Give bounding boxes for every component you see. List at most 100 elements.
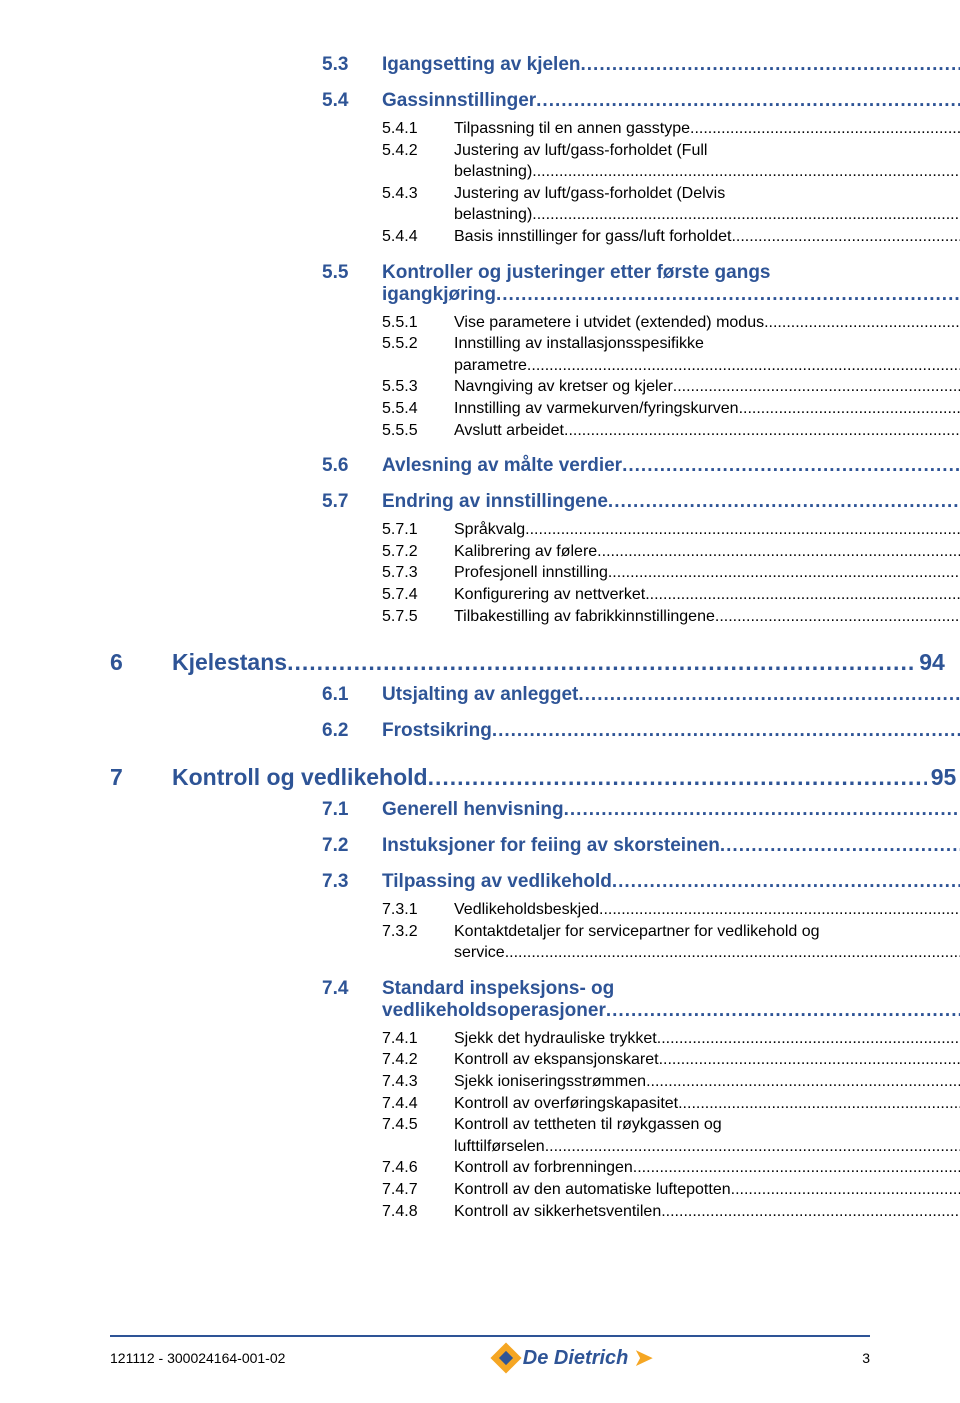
toc-dots: ........................................… bbox=[608, 562, 960, 584]
toc-title: Frostsikring bbox=[382, 720, 492, 742]
toc-entry: 5.5.2 Innstilling av installasjonsspesif… bbox=[382, 333, 870, 376]
toc-num: 5.3 bbox=[322, 54, 382, 76]
toc-entry-7-1: 7.1 Generell henvisning.................… bbox=[322, 799, 870, 821]
toc-num: 5.7 bbox=[322, 491, 382, 513]
toc-entry: 5.7.5Tilbakestilling av fabrikkinnstilli… bbox=[382, 606, 870, 628]
toc-title: Kjelestans bbox=[172, 649, 287, 676]
toc-num: 7.4.7 bbox=[382, 1179, 454, 1201]
toc-num: 7.4.2 bbox=[382, 1049, 454, 1071]
toc-dots: ........................................… bbox=[720, 835, 960, 857]
toc-dots: ........................................… bbox=[532, 204, 960, 226]
toc-num: 5.4.1 bbox=[382, 118, 454, 140]
toc-dots: ........................................… bbox=[646, 1071, 960, 1093]
toc-title: belastning) bbox=[454, 161, 532, 183]
toc-dots: ........................................… bbox=[525, 519, 960, 541]
toc-num: 7 bbox=[110, 764, 172, 791]
toc-title: Kontaktdetaljer for servicepartner for v… bbox=[454, 921, 960, 943]
toc-dots: ........................................… bbox=[564, 799, 960, 821]
toc-title: Sjekk det hydrauliske trykket bbox=[454, 1028, 657, 1050]
toc-title: Kontroll av forbrenningen bbox=[454, 1157, 633, 1179]
toc-title: Utsjalting av anlegget bbox=[382, 684, 578, 706]
toc-title: Standard inspeksjons- og bbox=[382, 978, 960, 1000]
section-7-3-items: 7.3.1Vedlikeholdsbeskjed................… bbox=[382, 899, 870, 964]
toc-entry: 5.5.5 Avslutt arbeidet .................… bbox=[382, 420, 870, 442]
toc-num: 5.7.5 bbox=[382, 606, 454, 628]
toc-dots: ........................................… bbox=[606, 1000, 960, 1022]
toc-entry: 5.4.3 Justering av luft/gass-forholdet (… bbox=[382, 183, 870, 226]
toc-dots: ........................................… bbox=[564, 420, 960, 442]
toc-entry: 7.4.1Sjekk det hydrauliske trykket......… bbox=[382, 1028, 870, 1050]
toc-entry: 5.7.1Språkvalg..........................… bbox=[382, 519, 870, 541]
toc-entry: 7.4.3Sjekk ioniseringsstrømmen..........… bbox=[382, 1071, 870, 1093]
toc-dots: ........................................… bbox=[739, 398, 960, 420]
toc-title: Endring av innstillingene bbox=[382, 491, 608, 513]
toc-title: Navngiving av kretser og kjeler bbox=[454, 376, 673, 398]
toc-num: 5.5 bbox=[322, 262, 382, 306]
toc-dots: ........................................… bbox=[599, 899, 960, 921]
toc-dots: ........................................… bbox=[578, 684, 960, 706]
toc-dots: ........................................… bbox=[731, 1179, 960, 1201]
toc-title: belastning) bbox=[454, 204, 532, 226]
toc-title: Innstilling av varmekurven/fyringskurven bbox=[454, 398, 739, 420]
footer-doc-id: 121112 - 300024164-001-02 bbox=[110, 1350, 285, 1366]
toc-num: 7.3.1 bbox=[382, 899, 454, 921]
toc-title: Språkvalg bbox=[454, 519, 525, 541]
toc-num: 5.5.5 bbox=[382, 420, 454, 442]
toc-entry: 7.4.5 Kontroll av tettheten til røykgass… bbox=[382, 1114, 870, 1157]
toc-num: 6.1 bbox=[322, 684, 382, 706]
toc-title: Justering av luft/gass-forholdet (Full bbox=[454, 140, 960, 162]
toc-dots: ........................................… bbox=[492, 720, 960, 742]
toc-entry: 7.3.1Vedlikeholdsbeskjed................… bbox=[382, 899, 870, 921]
toc-num: 7.3 bbox=[322, 871, 382, 893]
toc-entry: 5.4.1 Tilpassning til en annen gasstype … bbox=[382, 118, 870, 140]
toc-dots: ........................................… bbox=[659, 1049, 960, 1071]
toc-num: 5.7.3 bbox=[382, 562, 454, 584]
toc-entry-5-5: 5.5 Kontroller og justeringer etter førs… bbox=[322, 262, 870, 306]
toc-title: Kontroll av overføringskapasitet bbox=[454, 1093, 678, 1115]
toc-num: 5.7.1 bbox=[382, 519, 454, 541]
toc-entry: 5.7.4Konfigurering av nettverket........… bbox=[382, 584, 870, 606]
toc-dots: ........................................… bbox=[428, 764, 927, 791]
toc-title: Avslutt arbeidet bbox=[454, 420, 564, 442]
chapter-6-sections: 6.1 Utsjalting av anlegget .............… bbox=[322, 684, 870, 742]
toc-dots: ........................................… bbox=[764, 312, 960, 334]
toc-num: 6 bbox=[110, 649, 172, 676]
toc-num: 5.4.4 bbox=[382, 226, 454, 248]
toc-entry-7-2: 7.2 Instuksjoner for feiing av skorstein… bbox=[322, 835, 870, 857]
toc-num: 5.5.3 bbox=[382, 376, 454, 398]
section-7-4-items: 7.4.1Sjekk det hydrauliske trykket......… bbox=[382, 1028, 870, 1222]
toc-entry: 5.5.1 Vise parametere i utvidet (extende… bbox=[382, 312, 870, 334]
toc-num: 7.4.8 bbox=[382, 1201, 454, 1223]
toc-entry: 7.4.4Kontroll av overføringskapasitet...… bbox=[382, 1093, 870, 1115]
toc-entry-6-2: 6.2 Frostsikring .......................… bbox=[322, 720, 870, 742]
toc-title: Tilpassning til en annen gasstype bbox=[454, 118, 690, 140]
toc-title: Profesjonell innstilling bbox=[454, 562, 608, 584]
toc-dots: ........................................… bbox=[673, 376, 960, 398]
toc-chapter-6: 6 Kjelestans ...........................… bbox=[110, 649, 870, 676]
toc-title: Tilpassing av vedlikehold bbox=[382, 871, 612, 893]
toc-entry: 5.7.3Profesjonell innstilling...........… bbox=[382, 562, 870, 584]
toc-entry: 5.5.3 Navngiving av kretser og kjeler ..… bbox=[382, 376, 870, 398]
footer-page-number: 3 bbox=[862, 1350, 870, 1366]
toc-dots: ........................................… bbox=[661, 1201, 960, 1223]
toc-dots: ........................................… bbox=[496, 284, 960, 306]
toc-page: 5.3 Igangsetting av kjelen .............… bbox=[0, 0, 960, 1222]
toc-entry: 5.4.2 Justering av luft/gass-forholdet (… bbox=[382, 140, 870, 183]
toc-num: 5.7.4 bbox=[382, 584, 454, 606]
toc-title: Justering av luft/gass-forholdet (Delvis bbox=[454, 183, 960, 205]
section-5-7-items: 5.7.1Språkvalg..........................… bbox=[382, 519, 870, 627]
toc-dots: ........................................… bbox=[622, 455, 960, 477]
toc-title: igangkjøring bbox=[382, 284, 496, 306]
toc-title: parametre bbox=[454, 355, 527, 377]
toc-num: 7.1 bbox=[322, 799, 382, 821]
toc-title: Kontroll av den automatiske luftepotten bbox=[454, 1179, 731, 1201]
toc-entry-5-7: 5.7 Endring av innstillingene ..........… bbox=[322, 491, 870, 513]
toc-dots: ........................................… bbox=[505, 942, 960, 964]
toc-dots: ........................................… bbox=[731, 226, 960, 248]
toc-num: 5.4.2 bbox=[382, 140, 454, 183]
toc-dots: ........................................… bbox=[545, 1136, 960, 1158]
toc-page-num: 95 bbox=[927, 764, 957, 791]
toc-dots: ........................................… bbox=[633, 1157, 960, 1179]
chapter-7-sections: 7.1 Generell henvisning.................… bbox=[322, 799, 870, 893]
toc-entry: 5.7.2Kalibrering av følere..............… bbox=[382, 541, 870, 563]
